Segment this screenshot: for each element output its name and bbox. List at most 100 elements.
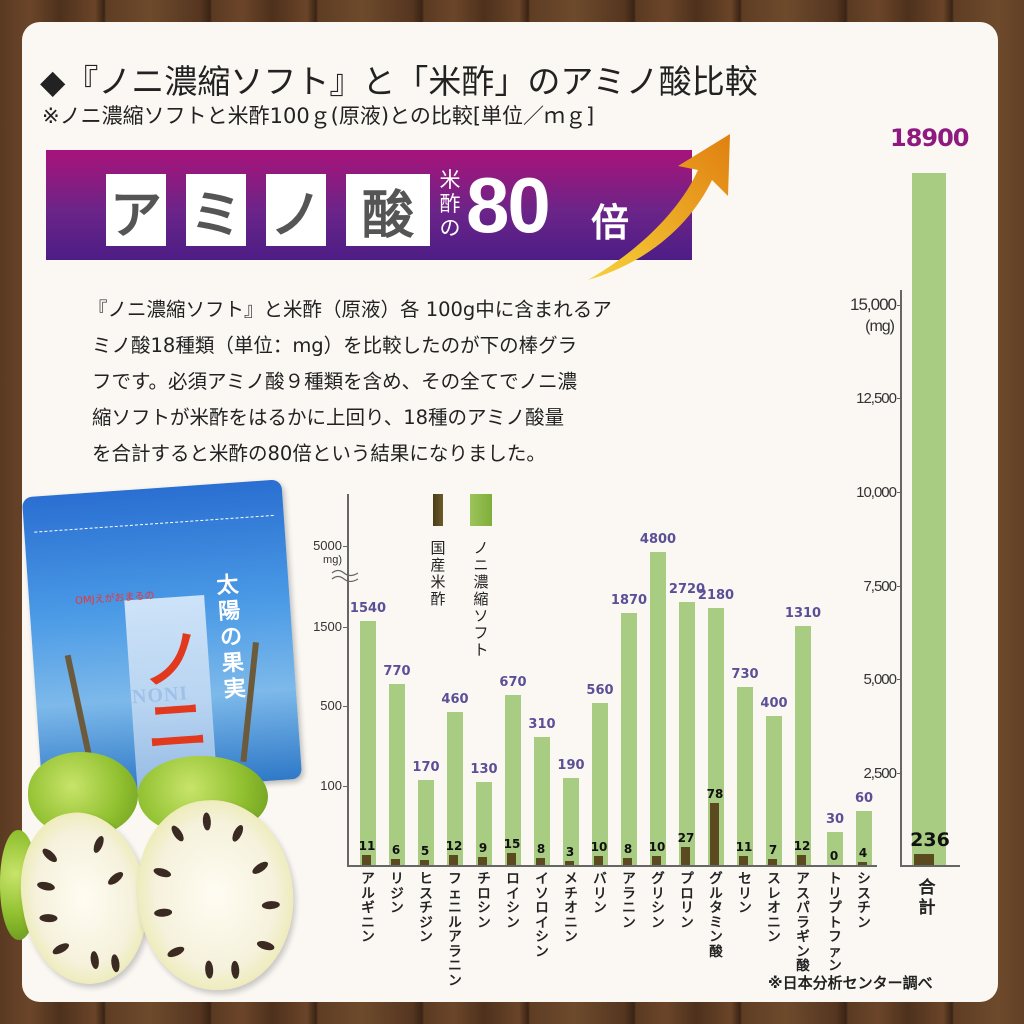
banner-small-3: の <box>439 216 461 240</box>
value-label-noni: 670 <box>499 675 527 690</box>
bar-noni <box>418 780 434 865</box>
x-label: ロイシン <box>506 871 520 931</box>
x-label: フェニルアラニン <box>448 871 462 989</box>
banner-box-no: ノ <box>266 174 326 246</box>
x-label: アラニン <box>622 871 636 931</box>
value-label-vinegar: 9 <box>478 841 488 855</box>
y-tick-2500: 2,500 <box>863 765 897 782</box>
bar-vinegar <box>768 859 777 865</box>
page-subtitle: ※ノニ濃縮ソフトと米酢100ｇ(原液)との比較[単位／ｍｇ] <box>42 104 595 128</box>
amino-banner: ア ミ ノ 酸 米 酢 の 80 倍 <box>46 150 692 260</box>
page-title: ◆『ノニ濃縮ソフト』と「米酢」のアミノ酸比較 <box>40 62 758 101</box>
bar-noni <box>766 716 782 865</box>
bar-vinegar <box>565 861 574 865</box>
bar-noni <box>563 778 579 865</box>
value-label-vinegar: 0 <box>829 849 839 863</box>
bar-noni <box>360 621 376 865</box>
bar-noni <box>534 737 550 865</box>
x-label: グルタミン酸 <box>709 871 723 960</box>
bar-vinegar <box>652 856 661 865</box>
legend-label-vinegar: 国産米酢 <box>430 539 446 608</box>
value-label-vinegar: 12 <box>445 839 463 853</box>
banner-small-2: 酢 <box>439 192 461 216</box>
y-axis-left <box>347 494 349 866</box>
bar-vinegar <box>449 855 458 865</box>
x-label: シスチン <box>857 871 871 931</box>
up-arrow-icon <box>588 134 730 280</box>
x-label: アルギニン <box>361 871 375 945</box>
x-label: セリン <box>738 871 752 916</box>
value-label-noni: 2180 <box>697 588 735 603</box>
total-vinegar-bar <box>914 854 934 865</box>
legend-swatch-noni <box>470 494 492 526</box>
value-label-noni: 1310 <box>784 606 822 621</box>
x-label: イソロイシン <box>535 871 549 960</box>
bar-noni <box>389 684 405 865</box>
description-line: を合計すると米酢の80倍という結果になりました。 <box>92 442 546 465</box>
axis-break-icon <box>331 569 359 582</box>
total-vinegar-value: 236 <box>910 829 950 851</box>
bar-noni <box>476 782 492 865</box>
total-noni-value: 18900 <box>890 124 969 152</box>
y-tick-5000-right: 5,000 <box>863 671 897 688</box>
value-label-vinegar: 15 <box>503 837 521 851</box>
value-label-noni: 310 <box>528 717 556 732</box>
value-label-vinegar: 10 <box>648 840 666 854</box>
x-label: ヒスチジン <box>419 871 433 945</box>
value-label-vinegar: 3 <box>565 845 575 859</box>
bar-vinegar <box>710 803 719 865</box>
bar-vinegar <box>739 856 748 865</box>
bar-vinegar <box>420 860 429 865</box>
bar-noni <box>737 687 753 865</box>
description-line: フです。必須アミノ酸９種類を含め、その全てでノニ濃 <box>92 370 578 393</box>
value-label-noni: 130 <box>470 762 498 777</box>
bar-vinegar <box>623 858 632 865</box>
y-tick-1500: 1500 <box>313 619 342 634</box>
value-label-noni: 30 <box>825 812 845 827</box>
bar-vinegar <box>594 856 603 865</box>
bar-noni <box>650 552 666 865</box>
value-label-noni: 770 <box>383 664 411 679</box>
value-label-noni: 730 <box>731 667 759 682</box>
bar-vinegar <box>536 858 545 865</box>
bar-vinegar <box>362 855 371 865</box>
bar-noni <box>795 626 811 865</box>
bar-noni <box>447 712 463 865</box>
value-label-vinegar: 5 <box>420 844 430 858</box>
y-unit-label: mg) <box>323 554 342 566</box>
banner-box-san: 酸 <box>346 174 430 246</box>
x-label: アスパラギン酸 <box>796 871 810 974</box>
value-label-vinegar: 8 <box>623 842 633 856</box>
bar-noni <box>708 608 724 865</box>
value-label-vinegar: 78 <box>706 787 724 801</box>
y-tick-7500: 7,500 <box>863 578 897 595</box>
bar-vinegar <box>681 847 690 865</box>
x-label: リジン <box>390 871 404 916</box>
bar-noni <box>827 832 843 865</box>
y-unit-label-right: (mg) <box>865 318 895 335</box>
legend-label-noni: ノニ濃縮ソフト <box>473 539 489 659</box>
bar-noni <box>505 695 521 865</box>
x-label: グリシン <box>651 871 665 931</box>
total-noni-bar <box>912 173 946 865</box>
x-label: バリン <box>593 871 607 916</box>
value-label-noni: 2720 <box>668 582 706 597</box>
x-label: チロシン <box>477 871 491 931</box>
value-label-noni: 190 <box>557 758 585 773</box>
y-axis-right <box>900 290 902 866</box>
description-line: ミノ酸18種類（単位：mg）を比較したのが下の棒グラ <box>92 334 578 357</box>
value-label-vinegar: 4 <box>858 846 868 860</box>
value-label-vinegar: 6 <box>391 843 401 857</box>
y-tick-10000: 10,000 <box>856 484 897 501</box>
y-tick-15000: 15,000 <box>850 295 897 314</box>
x-label: メチオニン <box>564 871 578 945</box>
bar-vinegar <box>858 862 867 865</box>
banner-suffix: 倍 <box>591 201 630 245</box>
description-text: 『ノニ濃縮ソフト』と米酢（原液）各 100g中に含まれるア ミノ酸18種類（単位… <box>88 292 678 472</box>
x-label: トリプトファン <box>828 871 842 974</box>
legend-swatch-vinegar <box>433 494 443 526</box>
value-label-vinegar: 27 <box>677 831 695 845</box>
value-label-noni: 170 <box>412 760 440 775</box>
value-label-noni: 400 <box>760 696 788 711</box>
